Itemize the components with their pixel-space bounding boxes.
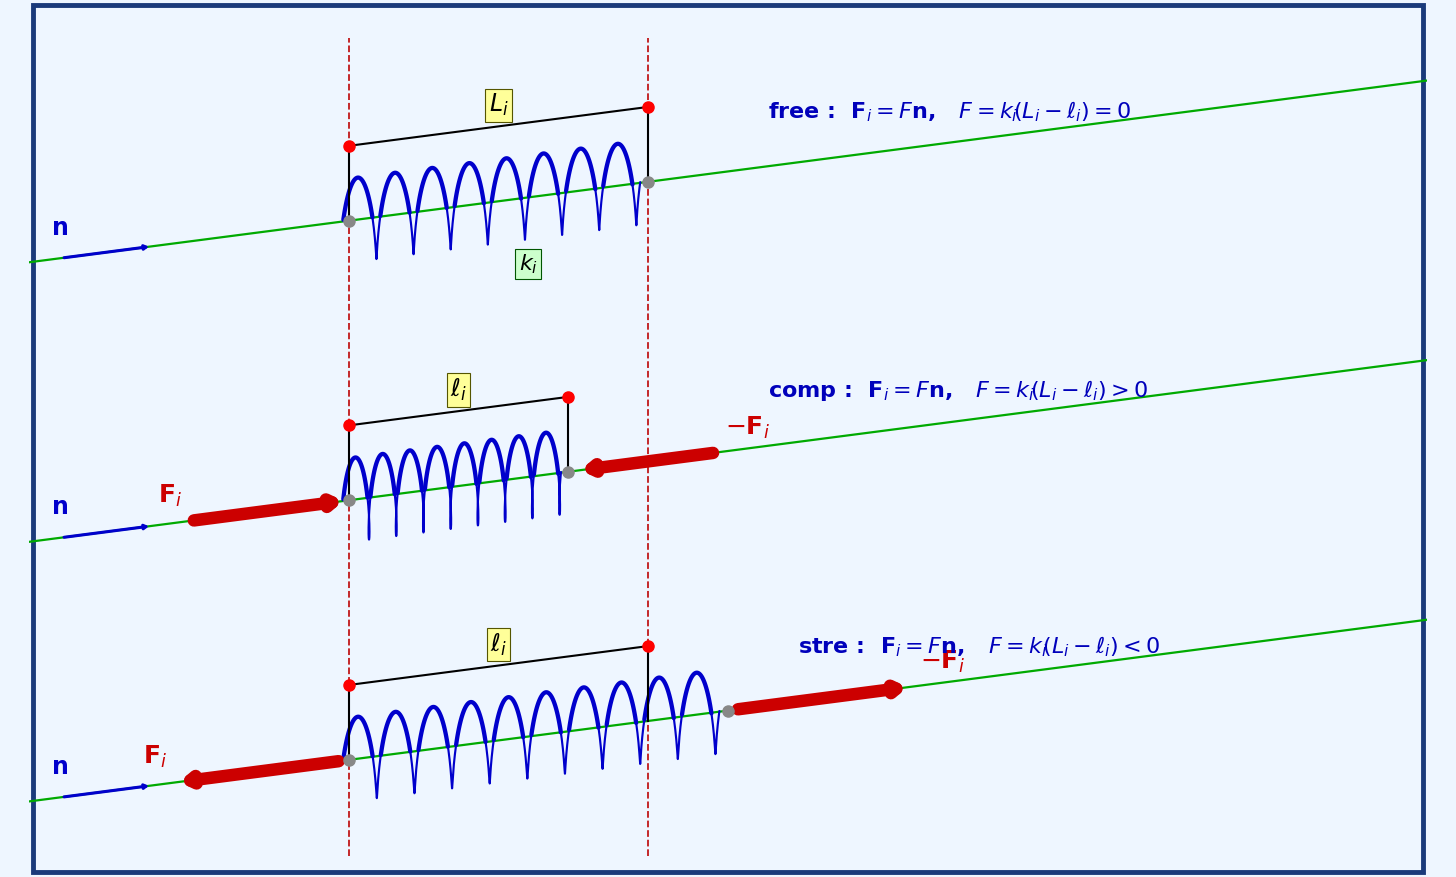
Text: free :  $\mathbf{F}_i = F\mathbf{n}$,   $F = k_i\!\left(L_i - \ell_i\right) = 0$: free : $\mathbf{F}_i = F\mathbf{n}$, $F … <box>767 99 1131 124</box>
Text: stre :  $\mathbf{F}_i = F\mathbf{n}$,   $F = k_i\!\left(L_i - \ell_i\right) < 0$: stre : $\mathbf{F}_i = F\mathbf{n}$, $F … <box>798 634 1160 659</box>
Text: $\mathbf{F}_i$: $\mathbf{F}_i$ <box>143 744 167 770</box>
Text: $\mathbf{n}$: $\mathbf{n}$ <box>51 755 67 779</box>
Text: $k_i$: $k_i$ <box>518 253 537 276</box>
Text: $-\mathbf{F}_i$: $-\mathbf{F}_i$ <box>725 415 770 441</box>
Text: $\ell_i$: $\ell_i$ <box>450 377 467 403</box>
Text: $\mathbf{F}_i$: $\mathbf{F}_i$ <box>157 482 182 509</box>
FancyBboxPatch shape <box>33 4 1423 873</box>
Text: comp :  $\mathbf{F}_i = F\mathbf{n}$,   $F = k_i\!\left(L_i - \ell_i\right) > 0$: comp : $\mathbf{F}_i = F\mathbf{n}$, $F … <box>767 378 1149 403</box>
Text: $\ell_i$: $\ell_i$ <box>491 631 507 658</box>
Text: $-\mathbf{F}_i$: $-\mathbf{F}_i$ <box>920 649 965 675</box>
Text: $\mathbf{n}$: $\mathbf{n}$ <box>51 216 67 239</box>
Text: $L_i$: $L_i$ <box>489 92 508 118</box>
Text: $\mathbf{n}$: $\mathbf{n}$ <box>51 496 67 519</box>
